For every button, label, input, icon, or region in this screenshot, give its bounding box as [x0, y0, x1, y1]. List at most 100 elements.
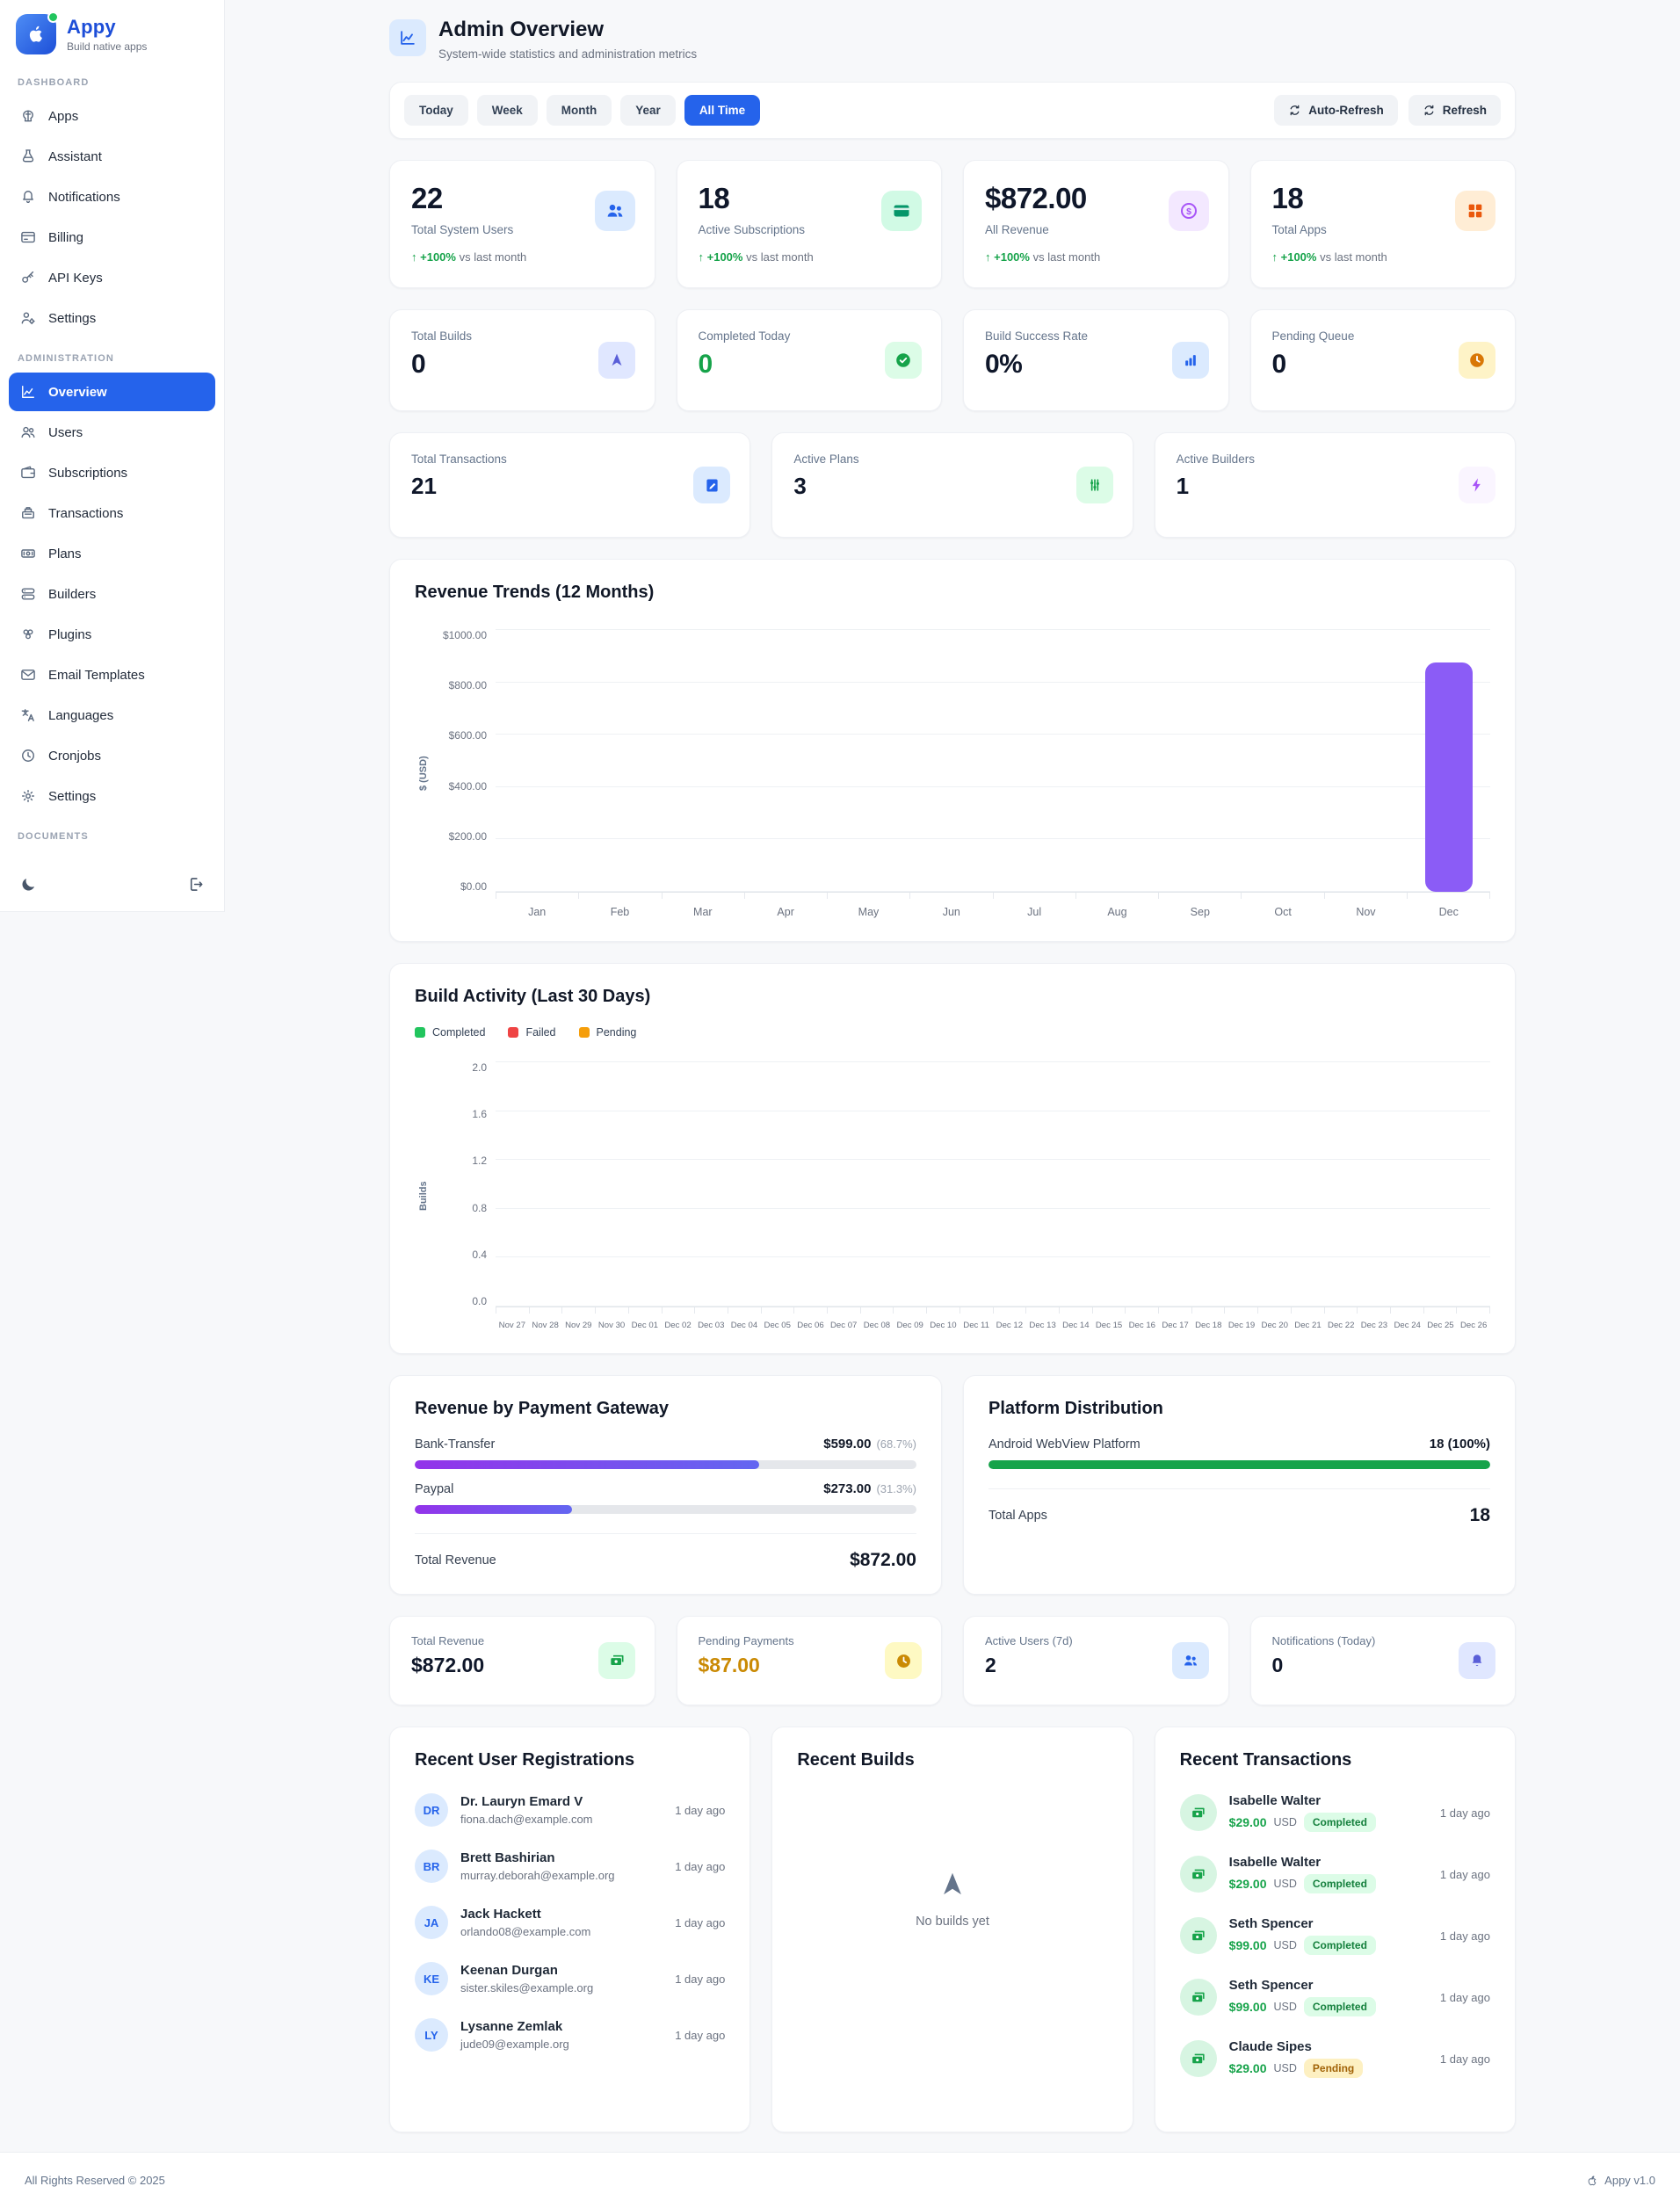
sidebar-item-builders[interactable]: Builders — [9, 575, 215, 613]
y-axis-ticks: $1000.00 $800.00 $600.00 $400.00 $200.00 $0.0… — [432, 629, 496, 893]
bell-icon — [23, 191, 33, 203]
chart-title: Revenue Trends (12 Months) — [415, 583, 655, 602]
filter-year-button[interactable]: Year — [620, 95, 676, 126]
gateway-percent: (31.3%) — [876, 1482, 916, 1495]
build-activity-chart: Builds 2.0 1.6 1.2 0.8 0.4 0.0 — [415, 1061, 1491, 1330]
sidebar-item-users[interactable]: Users — [9, 413, 215, 452]
sidebar-item-label: API Keys — [48, 270, 103, 286]
total-apps-value: 18 — [1469, 1505, 1490, 1525]
sidebar-footer — [0, 858, 224, 899]
filter-month-button[interactable]: Month — [546, 95, 612, 126]
stat-value: 21 — [411, 473, 437, 499]
sidebar-item-label: Plugins — [48, 626, 92, 642]
filter-all-time-button[interactable]: All Time — [684, 95, 761, 126]
stat-card-pending-payments: Pending Payments $87.00 — [676, 1616, 942, 1705]
x-axis-labels: Nov 27 Nov 28 Nov 29 Nov 30 Dec 01 Dec 02 Dec … — [496, 1321, 1490, 1330]
moon-icon[interactable] — [19, 875, 38, 894]
chart-legend: Completed Failed Pending — [415, 1026, 1490, 1039]
clock-icon — [22, 749, 34, 762]
refresh-button[interactable]: Refresh — [1408, 95, 1501, 126]
build-activity-chart-card: Build Activity (Last 30 Days) Completed … — [389, 963, 1516, 1354]
sidebar-item-api-keys[interactable]: API Keys — [9, 258, 215, 297]
transaction-list-item: Seth Spencer $99.00 USD Completed 1 day … — [1179, 1916, 1490, 1955]
filter-week-button[interactable]: Week — [476, 95, 538, 126]
clock-icon — [1459, 342, 1495, 379]
stat-card-pending-queue: Pending Queue 0 — [1249, 309, 1516, 411]
user-list-item: LY Lysanne Zemlak jude09@example.org 1 d… — [415, 2018, 725, 2052]
sidebar-item-transactions[interactable]: Transactions — [9, 494, 215, 532]
progress-fill — [415, 1460, 760, 1469]
sidebar-item-cronjobs[interactable]: Cronjobs — [9, 736, 215, 775]
sidebar-item-settings-dashboard[interactable]: Settings — [9, 299, 215, 337]
progress-fill — [988, 1460, 1490, 1469]
sidebar-item-subscriptions[interactable]: Subscriptions — [9, 453, 215, 492]
transaction-list-item: Seth Spencer $99.00 USD Completed 1 day … — [1179, 1978, 1490, 2016]
sidebar-item-plugins[interactable]: Plugins — [9, 615, 215, 654]
stats-row-2: Total Builds 0 Completed Today 0 Build S… — [389, 309, 1516, 411]
transaction-amount: $29.00 — [1228, 1877, 1267, 1891]
x-tick-label: Nov — [1356, 906, 1376, 918]
sidebar-item-plans[interactable]: Plans — [9, 534, 215, 573]
payment-gateway-panel: Revenue by Payment Gateway Bank-Transfer… — [389, 1375, 942, 1595]
december-revenue-bar — [1425, 662, 1473, 892]
page: Appy Build native apps DASHBOARD Apps As… — [0, 0, 1516, 2132]
sidebar-item-languages[interactable]: Languages — [9, 696, 215, 735]
sidebar-item-billing[interactable]: Billing — [9, 218, 215, 257]
user-email: orlando08@example.com — [460, 1925, 591, 1938]
plugins-icon — [23, 629, 33, 640]
x-tick-label: Jun — [942, 906, 960, 918]
user-email: murray.deborah@example.org — [460, 1869, 615, 1882]
transaction-list-item: Claude Sipes $29.00 USD Pending 1 day ag… — [1179, 2039, 1490, 2078]
sidebar-item-assistant[interactable]: Assistant — [9, 137, 215, 176]
auto-refresh-button[interactable]: Auto-Refresh — [1274, 95, 1398, 126]
stat-value: $872.00 — [411, 1654, 485, 1676]
user-list-item: JA Jack Hackett orlando08@example.com 1 … — [415, 1906, 725, 1939]
svg-text:$: $ — [1186, 206, 1191, 217]
gateway-name: Bank-Transfer — [415, 1437, 496, 1451]
filter-today-button[interactable]: Today — [404, 95, 468, 126]
sidebar-item-overview[interactable]: Overview — [9, 373, 215, 411]
sidebar-item-email-templates[interactable]: Email Templates — [9, 655, 215, 694]
x-tick-label: Dec 17 — [1162, 1321, 1189, 1330]
brand-logo[interactable]: Appy Build native apps — [0, 0, 224, 63]
app-logo-icon — [16, 11, 59, 54]
x-tick-label: Dec 18 — [1195, 1321, 1222, 1330]
registration-time: 1 day ago — [675, 1803, 726, 1817]
users-icon — [1171, 1642, 1209, 1679]
gateway-row: Paypal $273.00 (31.3%) — [415, 1481, 916, 1514]
sidebar-item-notifications[interactable]: Notifications — [9, 177, 215, 216]
stat-value: 18 — [1271, 182, 1304, 214]
transaction-amount: $29.00 — [1228, 2061, 1267, 2075]
transaction-list-item: Isabelle Walter $29.00 USD Completed 1 d… — [1179, 1793, 1490, 1832]
sidebar-item-settings-admin[interactable]: Settings — [9, 777, 215, 815]
sidebar-item-label: Users — [48, 424, 83, 440]
y-tick-label: $0.00 — [460, 880, 487, 893]
x-tick-label: Dec 04 — [730, 1321, 758, 1330]
user-name: Brett Bashirian — [460, 1850, 555, 1865]
x-tick-label: Nov 30 — [597, 1321, 626, 1330]
transaction-currency: USD — [1273, 1939, 1297, 1951]
user-name: Keenan Durgan — [460, 1963, 558, 1978]
y-tick-label: $200.00 — [448, 829, 487, 843]
stat-value: 3 — [793, 473, 807, 499]
banknotes-icon — [1179, 1979, 1217, 2016]
banknotes-icon — [1179, 1917, 1217, 1954]
logout-icon[interactable] — [186, 875, 205, 894]
users-icon — [594, 191, 635, 231]
sidebar-item-label: Transactions — [48, 505, 124, 521]
refresh-label: Refresh — [1442, 104, 1487, 117]
transaction-currency: USD — [1273, 1816, 1297, 1828]
legend-item: Completed — [415, 1026, 485, 1039]
transaction-customer: Isabelle Walter — [1228, 1855, 1322, 1870]
x-tick-label: Nov 28 — [532, 1321, 559, 1330]
gridlines — [496, 629, 1490, 892]
sidebar-item-apps[interactable]: Apps — [9, 97, 215, 135]
y-axis-label: $ (USD) — [418, 756, 429, 792]
progress-track — [415, 1505, 916, 1514]
x-tick-label: Nov 29 — [565, 1321, 592, 1330]
page-subtitle: System-wide statistics and administratio… — [438, 47, 698, 61]
y-tick-label: $600.00 — [448, 729, 487, 742]
x-tick-label: Dec 03 — [698, 1321, 725, 1330]
user-list-item: DR Dr. Lauryn Emard V fiona.dach@example… — [415, 1793, 725, 1827]
x-tick-label: May — [858, 906, 880, 918]
